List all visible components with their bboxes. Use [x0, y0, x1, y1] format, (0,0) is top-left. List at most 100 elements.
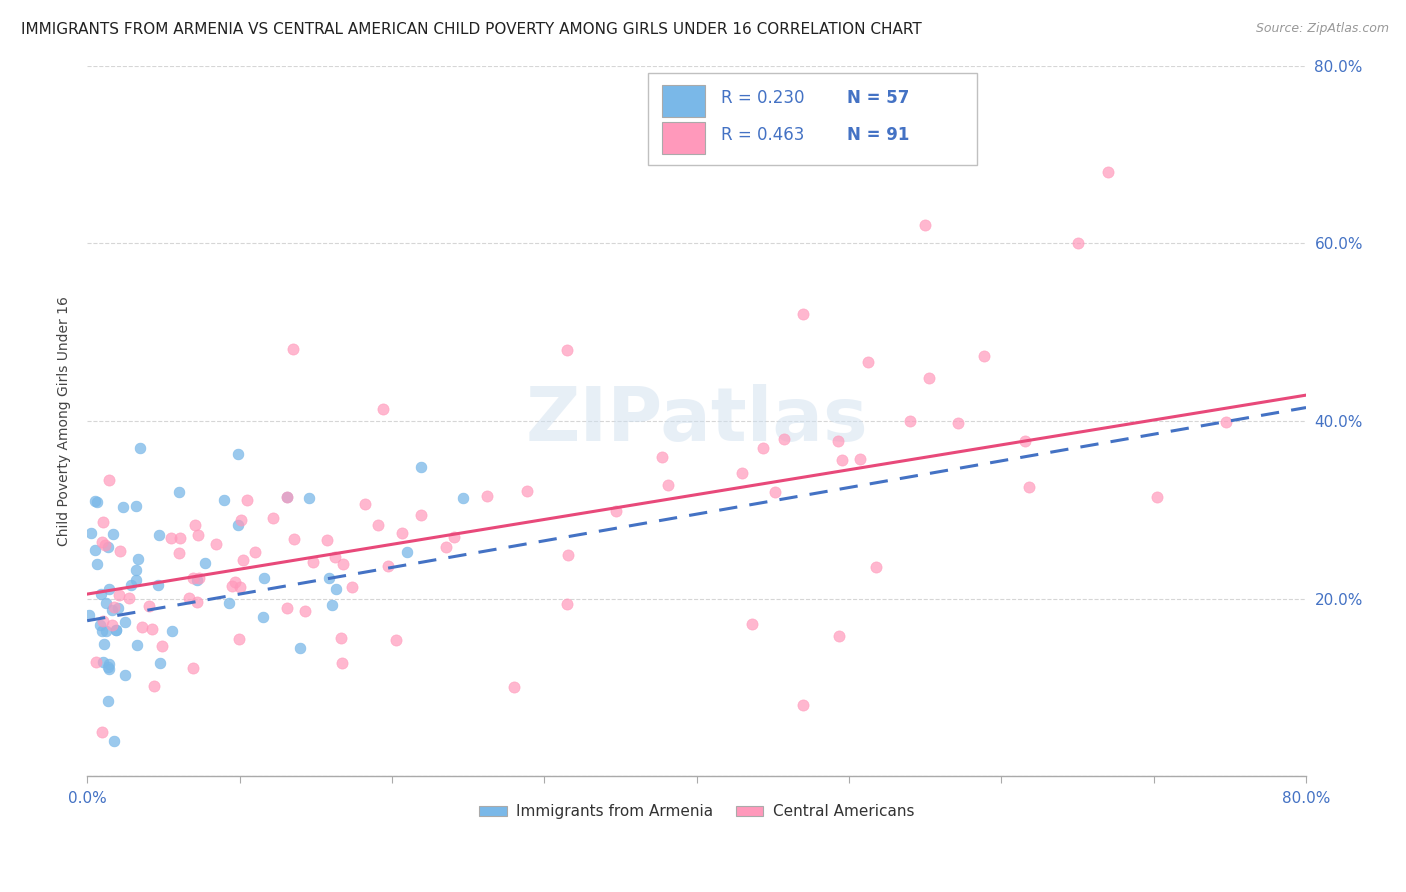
- Point: [94, 538, 117, 552]
- Point: [97, 540, 120, 554]
- Point: [763, 484, 786, 499]
- Point: [84, 655, 107, 669]
- Point: [127, 552, 149, 566]
- Point: [83, 542, 105, 557]
- Point: [143, 679, 166, 693]
- Point: [97, 582, 120, 596]
- Point: [138, 599, 160, 614]
- Point: [186, 574, 208, 588]
- Point: [181, 660, 204, 674]
- Point: [212, 492, 235, 507]
- Point: [1066, 236, 1088, 251]
- Point: [229, 513, 252, 527]
- Point: [169, 532, 191, 546]
- Point: [283, 342, 305, 356]
- Point: [101, 603, 124, 617]
- Point: [181, 571, 204, 585]
- Legend: Immigrants from Armenia, Central Americans: Immigrants from Armenia, Central America…: [472, 798, 920, 825]
- Point: [108, 587, 131, 601]
- Point: [86, 495, 108, 509]
- Point: [150, 639, 173, 653]
- Point: [120, 577, 142, 591]
- Point: [131, 620, 153, 634]
- Point: [204, 537, 226, 551]
- Point: [605, 504, 627, 518]
- Point: [516, 484, 538, 499]
- Point: [657, 478, 679, 492]
- Point: [103, 733, 125, 747]
- Point: [125, 563, 148, 577]
- Point: [316, 533, 339, 547]
- Point: [96, 596, 118, 610]
- Point: [89, 618, 111, 632]
- Point: [298, 491, 321, 506]
- Point: [141, 622, 163, 636]
- Point: [107, 601, 129, 615]
- Point: [384, 633, 406, 648]
- Point: [224, 574, 246, 589]
- Point: [1014, 434, 1036, 449]
- Point: [898, 413, 921, 427]
- Point: [83, 494, 105, 508]
- Point: [396, 545, 419, 559]
- Point: [105, 623, 128, 637]
- FancyBboxPatch shape: [662, 85, 706, 117]
- Point: [129, 441, 152, 455]
- Point: [849, 451, 872, 466]
- Point: [80, 525, 103, 540]
- Point: [276, 490, 298, 504]
- Point: [557, 548, 579, 562]
- Point: [179, 591, 201, 605]
- Point: [226, 447, 249, 461]
- Point: [330, 631, 353, 645]
- Point: [262, 510, 284, 524]
- Point: [792, 698, 814, 712]
- Point: [167, 546, 190, 560]
- Point: [110, 544, 132, 558]
- Point: [105, 623, 128, 637]
- Point: [112, 500, 135, 515]
- Point: [98, 662, 121, 676]
- Point: [477, 489, 499, 503]
- Point: [94, 624, 117, 638]
- Point: [276, 490, 298, 504]
- Point: [236, 492, 259, 507]
- Point: [124, 499, 146, 513]
- Point: [228, 632, 250, 646]
- Text: Source: ZipAtlas.com: Source: ZipAtlas.com: [1256, 22, 1389, 36]
- Y-axis label: Child Poverty Among Girls Under 16: Child Poverty Among Girls Under 16: [58, 296, 72, 546]
- Point: [86, 557, 108, 571]
- Point: [367, 518, 389, 533]
- Point: [502, 681, 524, 695]
- Text: R = 0.463: R = 0.463: [721, 127, 804, 145]
- Point: [946, 417, 969, 431]
- Point: [451, 491, 474, 505]
- Text: R = 0.230: R = 0.230: [721, 88, 804, 106]
- Point: [555, 343, 578, 357]
- Point: [321, 598, 343, 612]
- Point: [752, 442, 775, 456]
- Point: [373, 402, 395, 417]
- Point: [114, 615, 136, 630]
- Point: [167, 485, 190, 500]
- Point: [865, 560, 887, 574]
- Point: [773, 432, 796, 446]
- Point: [101, 526, 124, 541]
- Point: [323, 550, 346, 565]
- Point: [411, 459, 433, 474]
- Point: [918, 371, 941, 385]
- Point: [91, 515, 114, 529]
- Point: [391, 526, 413, 541]
- Point: [232, 553, 254, 567]
- Point: [160, 531, 183, 545]
- Point: [301, 555, 323, 569]
- Point: [186, 595, 208, 609]
- Point: [183, 518, 205, 533]
- Point: [827, 434, 849, 448]
- Point: [325, 582, 347, 597]
- Point: [149, 656, 172, 670]
- Point: [828, 629, 851, 643]
- Point: [118, 591, 141, 606]
- Point: [330, 657, 353, 671]
- Point: [97, 660, 120, 674]
